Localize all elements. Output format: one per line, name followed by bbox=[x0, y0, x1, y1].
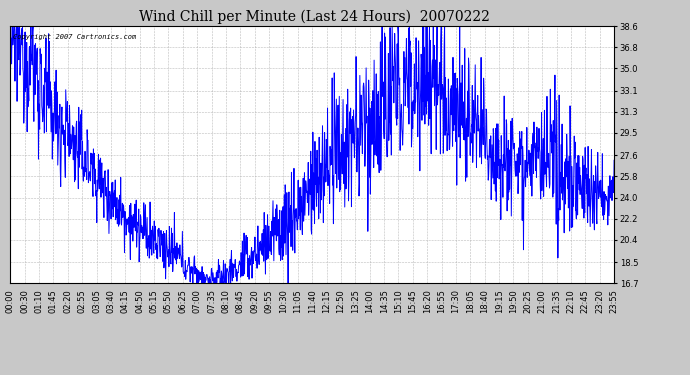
Text: Wind Chill per Minute (Last 24 Hours)  20070222: Wind Chill per Minute (Last 24 Hours) 20… bbox=[139, 9, 489, 24]
Text: Copyright 2007 Cartronics.com: Copyright 2007 Cartronics.com bbox=[13, 34, 137, 40]
